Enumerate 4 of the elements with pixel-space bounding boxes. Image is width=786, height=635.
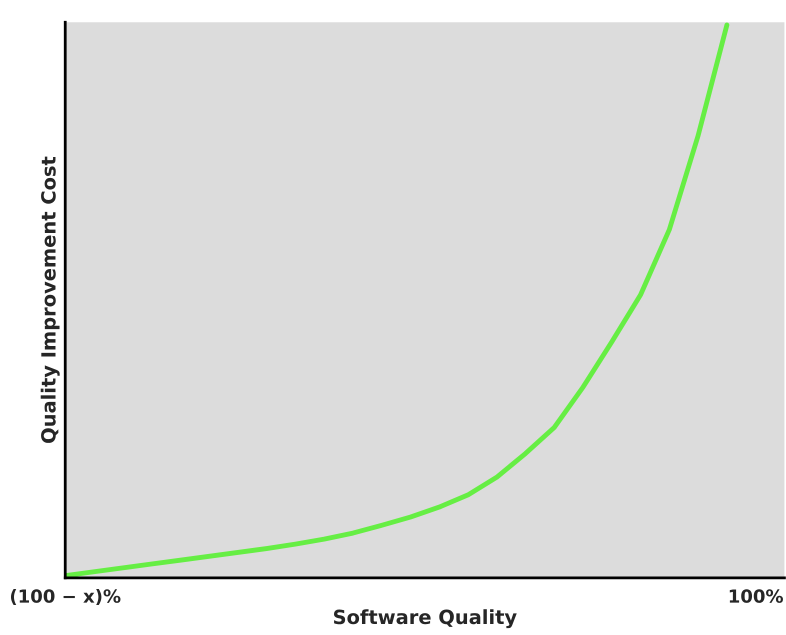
x-axis-title: Software Quality: [334, 609, 517, 628]
x-tick-label: 100%: [730, 589, 783, 603]
x-tick-label: (100 − x)%: [10, 588, 120, 606]
y-axis-title: Quality Improvement Cost: [40, 156, 60, 443]
